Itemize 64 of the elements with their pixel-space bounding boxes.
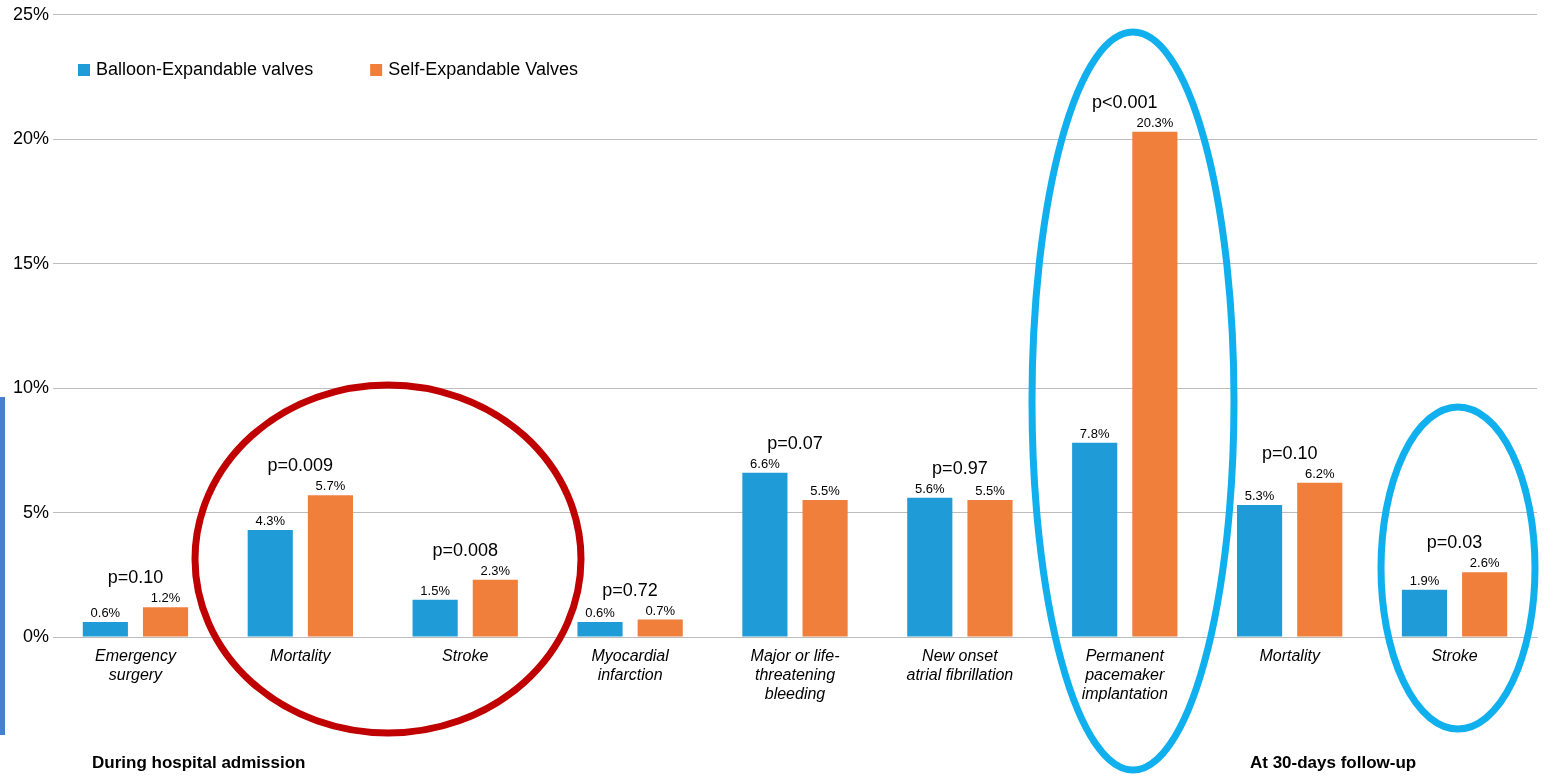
annotation: p<0.001	[1091, 91, 1158, 112]
annotation: p=0.03	[1426, 532, 1483, 553]
y-tick-label: 15%	[12, 252, 49, 273]
annotation: p=0.72	[602, 579, 658, 600]
x-tick-label: Stroke	[442, 647, 489, 665]
bar	[637, 619, 683, 637]
annotation: p=0.10	[107, 567, 164, 588]
data-label: 5.3%	[1244, 488, 1275, 504]
data-label: 20.3%	[1136, 114, 1174, 130]
bar	[577, 622, 623, 637]
legend-label: Self-Expandable Valves	[388, 58, 578, 79]
data-label: 7.8%	[1079, 425, 1110, 441]
x-tick-label: Stroke	[1431, 647, 1478, 665]
bar	[1401, 589, 1448, 637]
bar	[247, 529, 293, 637]
bar	[1072, 442, 1118, 637]
bar	[1462, 572, 1508, 637]
annotation: p=0.07	[767, 432, 823, 453]
bar	[742, 472, 788, 637]
data-label: 2.3%	[480, 562, 511, 578]
bar	[967, 500, 1013, 637]
data-label: 6.6%	[750, 455, 781, 471]
bar	[142, 607, 189, 637]
x-tick-label: Mortality	[1259, 647, 1321, 665]
data-label: 6.2%	[1304, 465, 1336, 481]
bar	[412, 599, 458, 637]
bar	[82, 622, 128, 637]
annotation: p=0.10	[1261, 442, 1318, 463]
data-label: 0.6%	[585, 605, 616, 621]
bar	[1132, 131, 1178, 637]
bar	[472, 579, 518, 637]
annotation: p=0.97	[932, 457, 988, 478]
bar	[802, 500, 848, 637]
bar	[907, 497, 953, 637]
data-label: 5.5%	[975, 483, 1006, 499]
data-label: 1.9%	[1409, 572, 1440, 588]
data-label: 5.7%	[315, 478, 346, 494]
data-label: 4.3%	[255, 513, 286, 529]
y-tick-label: 0%	[22, 625, 49, 646]
x-tick-label: Myocardial infarction	[591, 647, 670, 684]
annotation: p=0.009	[267, 455, 334, 476]
x-tick-label: Mortality	[270, 647, 332, 665]
bar	[307, 495, 353, 637]
data-label: 1.5%	[420, 582, 451, 598]
y-tick-label: 25%	[12, 3, 49, 24]
y-tick-label: 20%	[12, 128, 49, 149]
legend-label: Balloon-Expandable valves	[96, 58, 314, 79]
x-tick-label: Permanent pacemaker implantation	[1081, 647, 1169, 703]
x-tick-label: Major or life-threatening bleeding	[750, 647, 840, 703]
data-label: 0.7%	[645, 602, 676, 618]
text: At 30-days follow-up	[1250, 753, 1417, 773]
x-tick-label: New onset atrial fibrillation	[906, 647, 1014, 684]
x-tick-label: Emergency surgery	[94, 647, 177, 684]
data-label: 1.2%	[150, 590, 181, 606]
annotation: p=0.008	[432, 539, 499, 560]
y-tick-label: 10%	[12, 377, 49, 398]
y-tick-label: 5%	[22, 501, 49, 522]
bar	[1297, 482, 1343, 637]
data-label: 5.6%	[914, 480, 946, 496]
bar	[1237, 505, 1283, 637]
data-label: 2.6%	[1469, 555, 1500, 571]
data-label: 0.6%	[90, 605, 121, 621]
text: During hospital admission	[92, 753, 306, 773]
data-label: 5.5%	[810, 483, 841, 499]
